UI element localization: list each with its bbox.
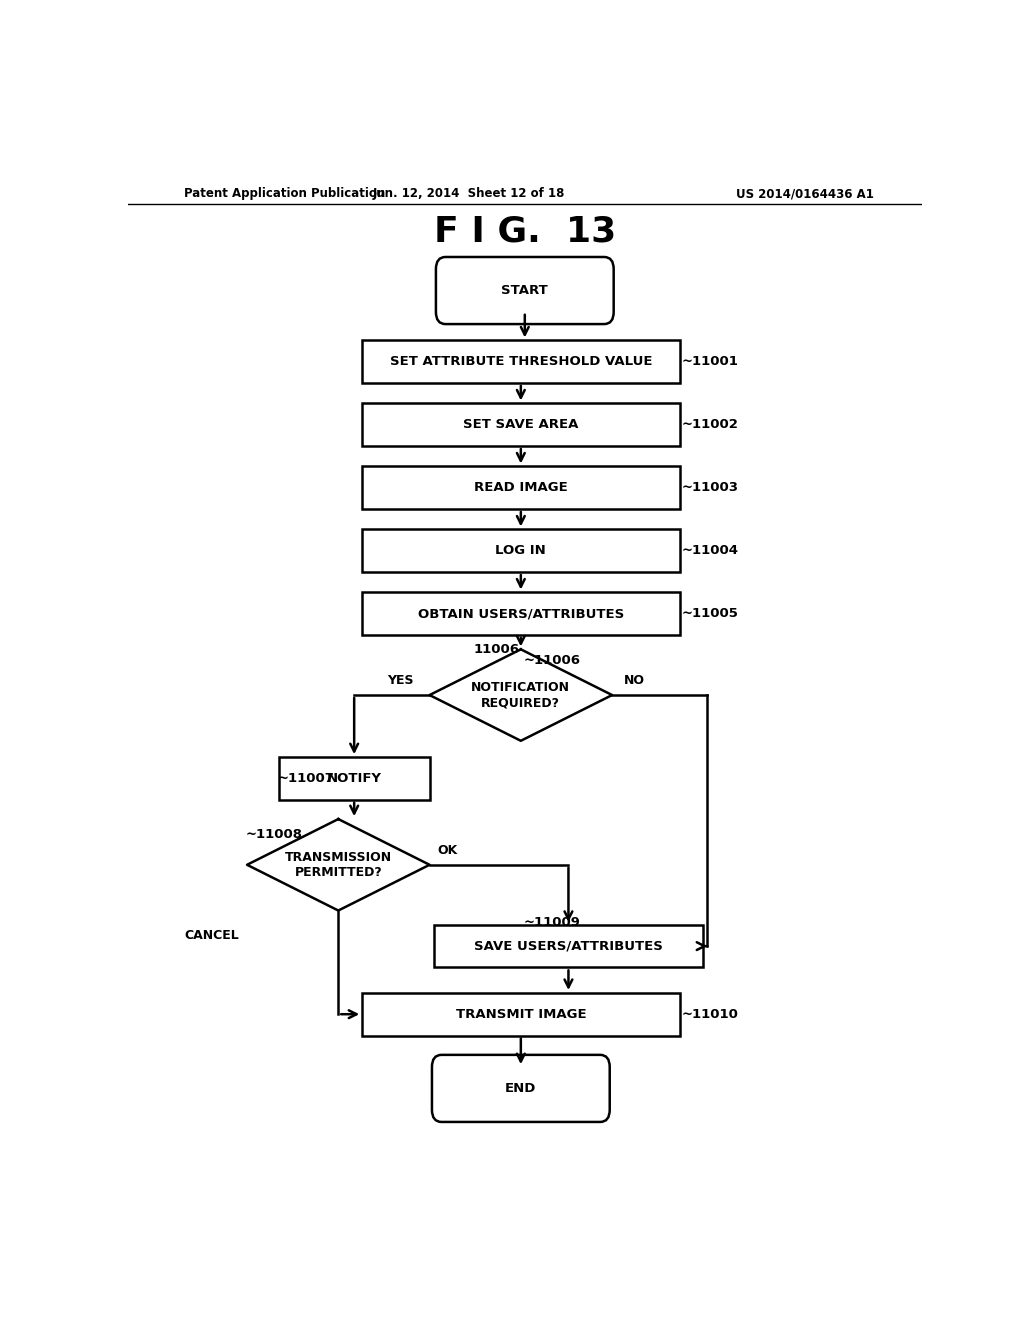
Text: CANCEL: CANCEL [184, 929, 240, 942]
Text: ~11009: ~11009 [523, 916, 580, 929]
Text: ~11006: ~11006 [523, 653, 581, 667]
Bar [279, 758, 430, 800]
FancyBboxPatch shape [432, 1055, 609, 1122]
Bar [362, 993, 680, 1036]
Text: ~11010: ~11010 [682, 1007, 738, 1020]
Text: F I G.  13: F I G. 13 [434, 215, 615, 248]
Text: ~11004: ~11004 [682, 544, 739, 557]
Text: OBTAIN USERS/ATTRIBUTES: OBTAIN USERS/ATTRIBUTES [418, 607, 624, 620]
Bar [362, 466, 680, 510]
Text: ~11005: ~11005 [682, 607, 738, 620]
Text: ~11002: ~11002 [682, 418, 738, 432]
Text: READ IMAGE: READ IMAGE [474, 482, 567, 494]
Bar [433, 925, 703, 968]
Text: SET SAVE AREA: SET SAVE AREA [463, 418, 579, 432]
Text: TRANSMIT IMAGE: TRANSMIT IMAGE [456, 1007, 586, 1020]
Text: YES: YES [387, 675, 414, 686]
Text: NOTIFICATION
REQUIRED?: NOTIFICATION REQUIRED? [471, 681, 570, 709]
Text: END: END [505, 1082, 537, 1094]
Text: Jun. 12, 2014  Sheet 12 of 18: Jun. 12, 2014 Sheet 12 of 18 [373, 187, 565, 201]
FancyBboxPatch shape [436, 257, 613, 325]
Bar [362, 404, 680, 446]
Text: LOG IN: LOG IN [496, 544, 546, 557]
Bar [362, 529, 680, 572]
Text: ~11003: ~11003 [682, 482, 739, 494]
Text: 11006: 11006 [474, 643, 520, 656]
Text: OK: OK [437, 843, 458, 857]
Text: ~11001: ~11001 [682, 355, 738, 368]
Polygon shape [430, 649, 612, 741]
Text: SET ATTRIBUTE THRESHOLD VALUE: SET ATTRIBUTE THRESHOLD VALUE [389, 355, 652, 368]
Text: SAVE USERS/ATTRIBUTES: SAVE USERS/ATTRIBUTES [474, 940, 663, 953]
Text: NOTIFY: NOTIFY [327, 772, 382, 785]
Text: ~11008: ~11008 [246, 828, 302, 841]
Bar [362, 341, 680, 383]
Bar [362, 593, 680, 635]
Text: Patent Application Publication: Patent Application Publication [183, 187, 385, 201]
Text: TRANSMISSION
PERMITTED?: TRANSMISSION PERMITTED? [285, 851, 392, 879]
Text: ~11007: ~11007 [278, 772, 334, 785]
Text: NO: NO [624, 675, 645, 686]
Text: START: START [502, 284, 548, 297]
Text: US 2014/0164436 A1: US 2014/0164436 A1 [736, 187, 873, 201]
Polygon shape [247, 818, 430, 911]
